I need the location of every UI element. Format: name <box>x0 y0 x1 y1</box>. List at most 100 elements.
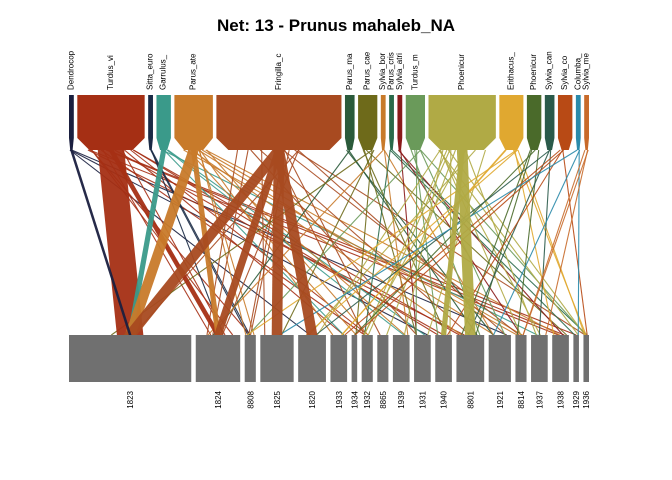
lower-node-label: 1937 <box>535 390 544 408</box>
higher-node-label: Fringilla_c <box>274 54 283 90</box>
lower-node-box <box>330 335 348 382</box>
link <box>467 149 551 336</box>
link-band <box>214 150 283 335</box>
link-band <box>123 150 286 335</box>
link <box>355 149 373 336</box>
higher-node-foot <box>405 138 425 150</box>
link <box>121 149 226 336</box>
higher-node-foot <box>428 138 496 150</box>
interaction-links <box>69 149 589 336</box>
higher-node-foot <box>358 138 378 150</box>
lower-node-label: 1825 <box>273 390 282 408</box>
link <box>383 149 494 336</box>
higher-node-label: Columba_ <box>573 53 582 90</box>
higher-node-foot <box>344 138 355 150</box>
lower-node-label: 1929 <box>572 390 581 408</box>
link <box>516 149 540 336</box>
link <box>383 149 409 336</box>
lower-node-box <box>298 335 326 382</box>
link <box>522 149 586 336</box>
higher-node-foot <box>575 138 581 150</box>
lower-node-label: 1939 <box>397 390 406 408</box>
link <box>212 149 249 336</box>
higher-node-box <box>405 95 425 138</box>
higher-level-labels: Dendrocop Turdus_vi Sitta_euro Garrulus_ Par… <box>66 50 590 90</box>
higher-node-label: Turdus_vi <box>106 55 115 90</box>
lower-node-label: 1934 <box>350 390 359 408</box>
link <box>386 149 456 336</box>
link <box>354 149 536 336</box>
higher-level-boxes <box>69 95 589 150</box>
higher-node-foot <box>397 138 403 150</box>
higher-node-label: Sylvia_me <box>582 53 591 90</box>
lower-level-labels: 1823 1824 8808 1825 1820 1933 1934 1932 8865 1939… <box>126 390 591 408</box>
higher-node-label: Sylvia_atri <box>395 53 404 90</box>
higher-node-foot <box>380 138 386 150</box>
lower-node-box <box>361 335 373 382</box>
link <box>362 149 447 336</box>
higher-node-box <box>428 95 496 138</box>
lower-node-box <box>377 335 389 382</box>
higher-node-label: Sylvia_bor <box>378 52 387 90</box>
lower-node-box <box>573 335 579 382</box>
higher-node-box <box>544 95 555 138</box>
link <box>363 149 448 336</box>
link <box>279 149 578 336</box>
link <box>150 149 224 336</box>
lower-node-box <box>244 335 256 382</box>
higher-node-label: Phoenicur <box>529 54 538 90</box>
lower-node-box <box>351 335 358 382</box>
link <box>305 149 518 336</box>
lower-node-label: 1936 <box>582 390 591 408</box>
higher-node-box <box>358 95 378 138</box>
higher-node-box <box>69 95 74 138</box>
higher-node-box <box>77 95 145 138</box>
higher-node-foot <box>557 138 573 150</box>
higher-node-foot <box>526 138 542 150</box>
higher-node-box <box>174 95 213 138</box>
link <box>282 149 520 336</box>
higher-node-label: Sitta_euro <box>146 53 155 90</box>
lower-node-label: 8814 <box>517 390 526 408</box>
lower-node-box <box>260 335 294 382</box>
lower-node-box <box>414 335 431 382</box>
link <box>284 149 381 336</box>
higher-node-foot <box>77 138 145 150</box>
lower-node-label: 1824 <box>214 390 223 408</box>
link <box>341 149 506 336</box>
lower-node-box <box>488 335 511 382</box>
link <box>545 149 589 336</box>
lower-node-box <box>435 335 452 382</box>
link <box>414 149 439 336</box>
link <box>261 149 266 336</box>
lower-node-box <box>515 335 527 382</box>
higher-node-foot <box>499 138 524 150</box>
lower-node-box <box>583 335 589 382</box>
lower-node-box <box>69 335 192 382</box>
higher-node-label: Phoenicur <box>457 54 466 90</box>
lower-level-boxes <box>69 335 589 382</box>
higher-node-label: Parus_cris <box>387 52 396 90</box>
link <box>316 149 441 336</box>
higher-node-label: Parus_cae <box>363 51 372 90</box>
lower-node-label: 8865 <box>379 390 388 408</box>
link <box>348 149 478 336</box>
link <box>427 149 487 336</box>
lower-node-label: 8808 <box>246 390 255 408</box>
higher-node-label: Garrulus_ <box>159 54 168 90</box>
link <box>464 149 537 336</box>
link <box>562 149 588 336</box>
link-band <box>70 150 132 335</box>
higher-node-box <box>584 95 589 138</box>
lower-node-box <box>531 335 548 382</box>
higher-node-box <box>557 95 573 138</box>
link <box>294 149 586 336</box>
link-band <box>271 150 285 335</box>
higher-node-box <box>499 95 524 138</box>
link <box>522 149 589 336</box>
higher-node-box <box>575 95 581 138</box>
lower-node-box <box>195 335 241 382</box>
lower-node-label: 1932 <box>363 390 372 408</box>
link <box>475 149 533 336</box>
